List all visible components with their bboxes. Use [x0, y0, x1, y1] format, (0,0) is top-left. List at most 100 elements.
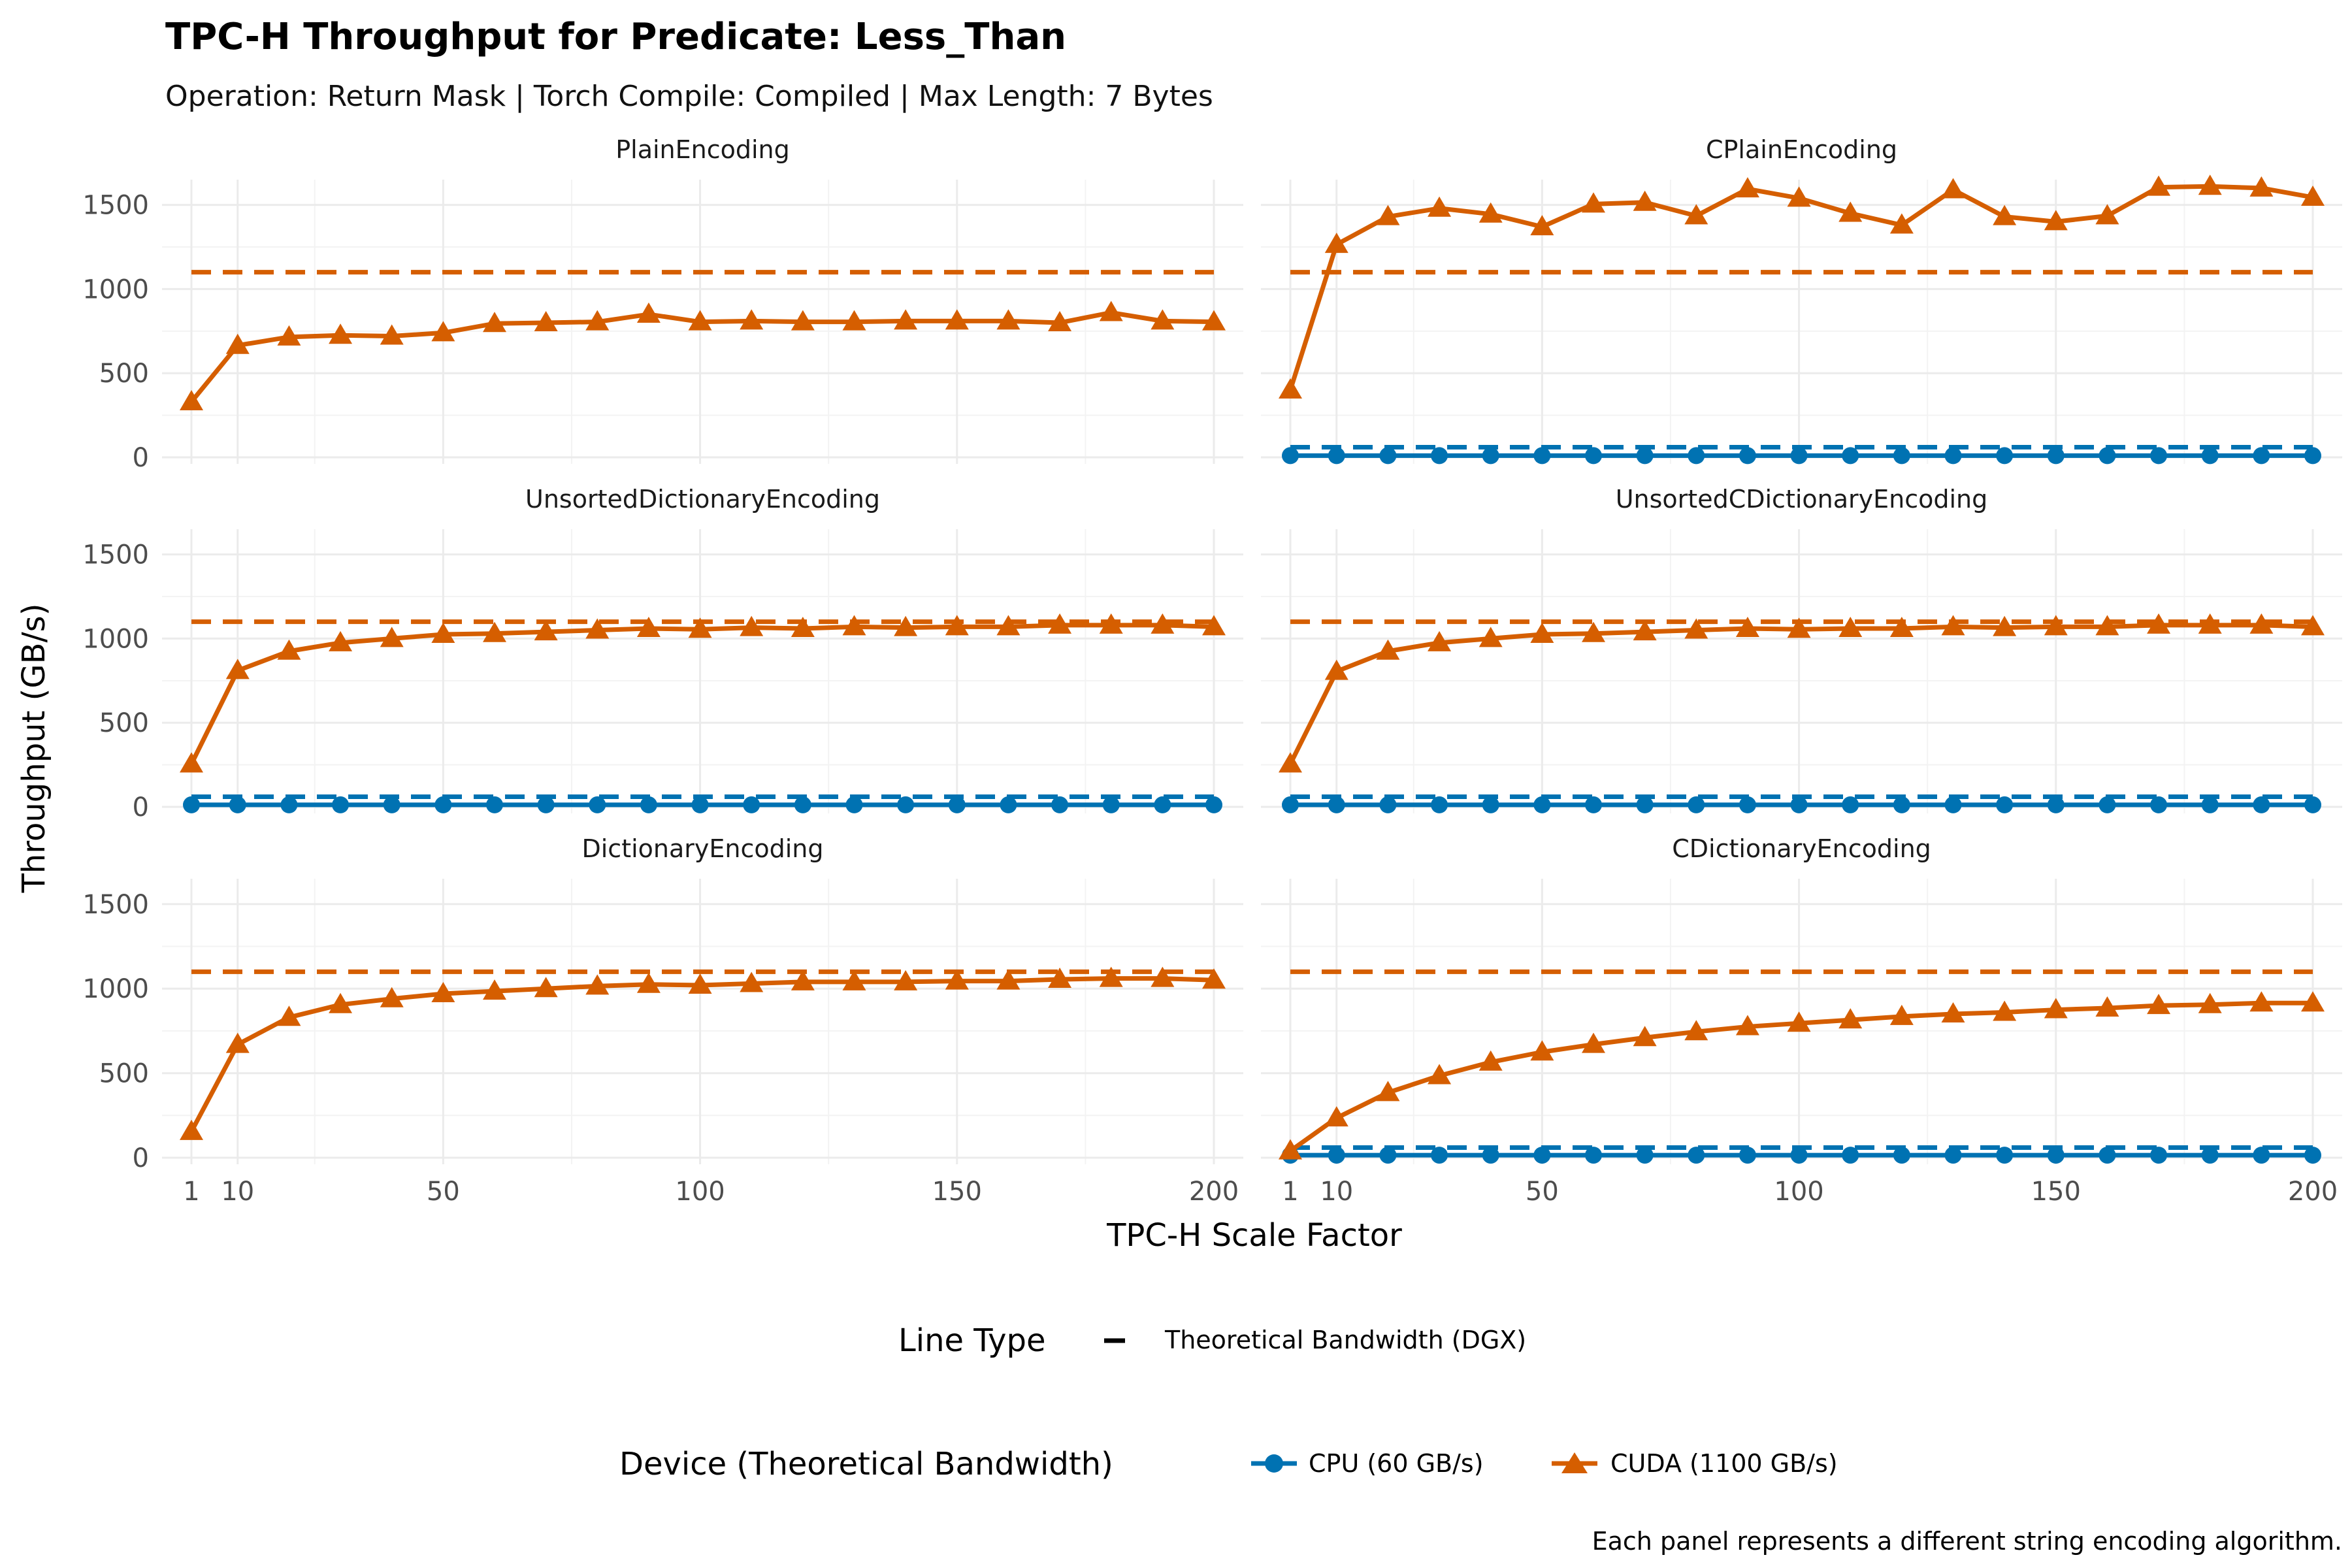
- panel-strip-label: UnsortedCDictionaryEncoding: [1616, 485, 1988, 514]
- linetype-legend: Line Type Theoretical Bandwidth (DGX): [898, 1322, 1526, 1359]
- data-point-cuda: [688, 973, 712, 994]
- data-point-cuda: [636, 302, 661, 323]
- y-tick-label: 0: [133, 792, 149, 823]
- legend-key-cpu: [1251, 1454, 1297, 1473]
- data-point-cuda: [1478, 202, 1503, 223]
- data-point-cuda: [1633, 190, 1657, 211]
- data-point-cuda: [1684, 618, 1708, 639]
- data-point-cpu: [1996, 1147, 2014, 1164]
- data-point-cuda: [2198, 992, 2222, 1013]
- data-point-cuda: [2249, 613, 2274, 634]
- data-point-cuda: [894, 615, 918, 636]
- data-point-cuda: [1633, 620, 1657, 641]
- data-point-cpu: [1893, 1147, 1910, 1164]
- data-point-cuda: [277, 1005, 301, 1026]
- data-point-cpu: [1282, 796, 1299, 813]
- data-point-cuda: [1941, 178, 1965, 199]
- data-point-cpu: [1636, 1147, 1654, 1164]
- y-tick-label: 1500: [82, 890, 149, 920]
- data-point-cuda: [1530, 622, 1554, 643]
- data-point-cuda: [996, 309, 1021, 330]
- linetype-legend-label: Theoretical Bandwidth (DGX): [1164, 1326, 1526, 1354]
- y-tick-label: 500: [99, 1059, 149, 1089]
- y-tick-label: 1000: [82, 624, 149, 654]
- data-point-cuda: [2301, 991, 2325, 1012]
- data-point-cuda: [894, 970, 918, 990]
- data-point-cuda: [1202, 615, 1226, 636]
- data-point-cuda: [1478, 1050, 1503, 1071]
- data-point-cpu: [2099, 796, 2116, 813]
- data-point-cpu: [537, 796, 555, 813]
- data-point-cuda: [1530, 1040, 1554, 1061]
- data-point-cpu: [2150, 1147, 2168, 1164]
- x-tick-label: 100: [675, 1177, 725, 1207]
- data-point-cuda: [482, 621, 506, 642]
- panel-strip-label: CDictionaryEncoding: [1672, 834, 1931, 863]
- caption: Each panel represents a different string…: [1592, 1527, 2342, 1556]
- data-point-cpu: [1584, 447, 1602, 465]
- data-point-cpu: [1944, 447, 1962, 465]
- data-point-cpu: [434, 796, 452, 813]
- data-point-cuda: [945, 969, 969, 990]
- data-point-cuda: [180, 1119, 203, 1140]
- data-point-cuda: [585, 618, 610, 639]
- data-point-cuda: [2095, 204, 2119, 225]
- data-point-cuda: [688, 617, 712, 638]
- data-point-cuda: [431, 981, 455, 1002]
- panel-cplainencoding: CPlainEncoding: [1261, 135, 2342, 465]
- data-point-cpu: [1944, 1147, 1962, 1164]
- data-point-cuda: [1478, 627, 1503, 647]
- data-point-cuda: [482, 312, 506, 333]
- data-point-cpu: [1739, 1147, 1756, 1164]
- data-point-cpu: [2253, 447, 2270, 465]
- data-point-cuda: [1099, 966, 1123, 987]
- data-point-cuda: [1581, 192, 1605, 213]
- data-point-cpu: [2047, 447, 2065, 465]
- data-point-cpu: [2150, 447, 2168, 465]
- data-point-cpu: [2150, 796, 2168, 813]
- data-point-cuda: [1202, 310, 1226, 331]
- data-point-cuda: [277, 639, 301, 660]
- data-point-cpu: [1154, 796, 1171, 813]
- data-point-cuda: [1735, 177, 1759, 198]
- data-point-cuda: [2147, 175, 2171, 196]
- data-point-cuda: [688, 310, 712, 331]
- data-point-cuda: [894, 309, 918, 330]
- data-point-cuda: [842, 970, 866, 990]
- data-point-cuda: [2198, 613, 2222, 634]
- data-point-cpu: [2304, 1147, 2321, 1164]
- x-tick-label: 50: [1526, 1177, 1559, 1207]
- x-tick-label: 200: [1189, 1177, 1239, 1207]
- y-tick-label: 1500: [82, 540, 149, 570]
- y-tick-label: 0: [133, 443, 149, 473]
- data-point-cuda: [1530, 215, 1554, 236]
- data-point-cuda: [1151, 309, 1175, 330]
- data-point-cpu: [2201, 447, 2219, 465]
- data-point-cuda: [1048, 310, 1072, 331]
- data-point-cpu: [1379, 1147, 1397, 1164]
- data-point-cuda: [180, 752, 203, 773]
- panel-strip-label: PlainEncoding: [615, 135, 790, 164]
- data-point-cpu: [1636, 447, 1654, 465]
- data-point-cpu: [1739, 447, 1756, 465]
- data-point-cpu: [691, 796, 709, 813]
- device-legend: Device (Theoretical Bandwidth) CPU (60 G…: [619, 1446, 1838, 1482]
- data-point-cpu: [383, 796, 400, 813]
- data-point-cpu: [2099, 447, 2116, 465]
- data-point-cpu: [1584, 1147, 1602, 1164]
- data-point-cpu: [2253, 1147, 2270, 1164]
- data-point-cpu: [2099, 1147, 2116, 1164]
- data-point-cuda: [996, 969, 1021, 990]
- panel-unsorteddictionaryencoding: UnsortedDictionaryEncoding 0 500 1000 1500: [82, 485, 1243, 823]
- data-point-cpu: [743, 796, 760, 813]
- data-point-cuda: [945, 615, 969, 636]
- data-point-cuda: [1151, 966, 1175, 987]
- data-point-cpu: [1328, 796, 1345, 813]
- data-point-cuda: [534, 310, 558, 331]
- data-point-cpu: [1790, 796, 1808, 813]
- data-point-cpu: [1790, 447, 1808, 465]
- data-point-cpu: [640, 796, 657, 813]
- legend-label-cuda: CUDA (1100 GB/s): [1610, 1449, 1838, 1478]
- data-point-cpu: [1688, 1147, 1705, 1164]
- data-point-cuda: [2044, 998, 2068, 1019]
